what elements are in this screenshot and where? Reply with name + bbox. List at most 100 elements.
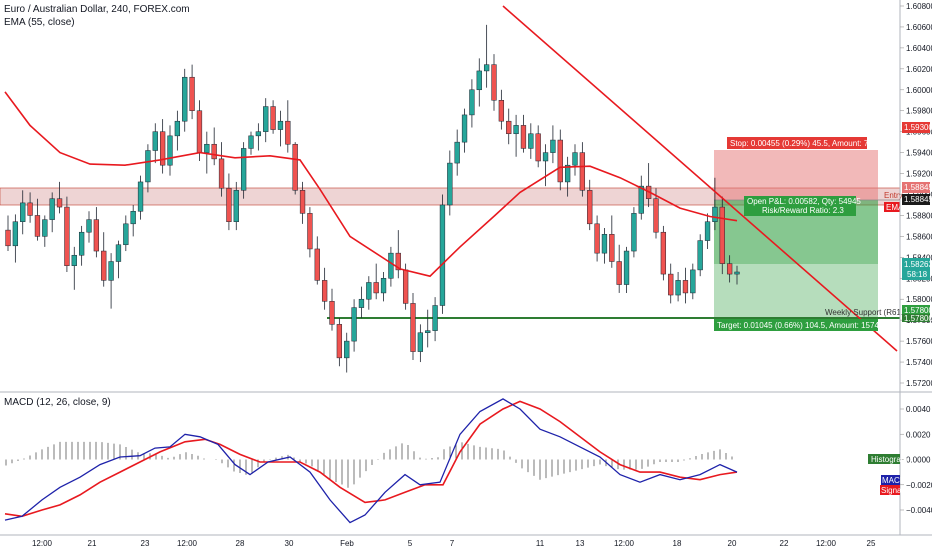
macd-tick-label: 0.0020 (906, 430, 931, 439)
time-axis[interactable]: 12:00 21 23 12:00 28 30 Feb 5 7 11 13 12:00 18 20 22 12… (0, 534, 932, 548)
candle-body (461, 114, 468, 143)
candle-body (550, 139, 556, 153)
stop-price-text: 1.59300 (904, 123, 932, 132)
price-tick-label: 1.58800 (906, 211, 932, 220)
candle-body (130, 211, 136, 225)
candle-body (226, 187, 232, 222)
candle-body (218, 158, 225, 189)
candle-body (20, 202, 26, 222)
time-tick-label: 12:00 (32, 539, 53, 548)
candle-body (255, 131, 262, 137)
time-tick-label: Feb (340, 539, 354, 548)
candle-body (425, 330, 431, 333)
entry-price-text: 1.58845 (904, 183, 932, 192)
price-axis[interactable]: 1.60800 1.60600 1.60400 1.60200 1.60000 1.598… (899, 0, 932, 392)
stop-price-tag (902, 122, 930, 133)
candle-body (638, 185, 644, 214)
candle-body (447, 162, 453, 206)
price-tick-label: 1.60200 (906, 65, 932, 74)
candle-body (182, 76, 188, 122)
macd-tick-label: −0.0020 (906, 481, 932, 490)
price-tick-label: 1.60400 (906, 44, 932, 53)
candle-body (344, 340, 350, 359)
time-tick-label: 23 (141, 539, 150, 548)
candle-body (476, 70, 482, 91)
time-tick-label: 13 (576, 539, 585, 548)
candle-body (101, 250, 107, 281)
signal-tag-box (880, 485, 900, 495)
price-tick-label: 1.57400 (906, 358, 932, 367)
time-tick-label: 25 (867, 539, 876, 548)
macd-line (4, 398, 738, 524)
symbol-title[interactable]: Euro / Australian Dollar, 240, FOREX.com (4, 4, 190, 15)
candle-body (609, 234, 615, 262)
candle-body (64, 206, 70, 266)
candle-body (123, 223, 129, 246)
candle-body (167, 135, 173, 166)
candle-body (71, 254, 77, 266)
candle-body (204, 143, 210, 153)
candle-body (579, 152, 586, 191)
candle-body (248, 135, 254, 149)
candle-body (240, 148, 247, 191)
candle-body (388, 252, 394, 279)
price-tick-label: 1.57600 (906, 337, 932, 346)
candle-body (631, 213, 637, 252)
countdown-text: 58:18 (907, 270, 928, 279)
candle-body (211, 143, 217, 160)
ema-tag: EMA (886, 203, 904, 212)
price-tick-label: 1.58000 (906, 295, 932, 304)
candle-body (270, 106, 276, 130)
time-tick-label: 11 (536, 539, 545, 548)
price-tick-label: 1.60000 (906, 86, 932, 95)
candle-body (623, 250, 630, 285)
candle-body (93, 219, 100, 252)
target-label-box (714, 319, 878, 331)
candle-body (410, 303, 416, 352)
candle-body (263, 106, 269, 132)
candle-body (358, 298, 365, 308)
time-tick-label: 18 (673, 539, 682, 548)
candle-body (174, 120, 181, 137)
macd-indicator-label[interactable]: MACD (12, 26, close, 9) (4, 397, 111, 408)
entry-price-tag (902, 182, 930, 193)
trendline[interactable] (502, 5, 898, 352)
histogram-tag: Histogram (871, 455, 908, 464)
macd-pane[interactable] (4, 398, 738, 524)
current-price-text: 1.58263 (904, 260, 932, 269)
candle-body (307, 213, 313, 250)
candle-body (712, 206, 718, 222)
target-price-text: 1.57800 (904, 306, 932, 315)
target-price-tag (902, 305, 930, 316)
candle-body (682, 280, 689, 294)
candle-body (616, 261, 622, 285)
stop-label-box (727, 137, 867, 149)
time-tick-label: 22 (780, 539, 789, 548)
ema-indicator-label[interactable]: EMA (55, close) (4, 17, 75, 28)
stop-label: Stop: 0.00455 (0.29%) 45.5, Amount: 750 (730, 139, 878, 148)
time-tick-label: 12:00 (816, 539, 837, 548)
macd-tick-label: 0.0000 (906, 456, 931, 465)
candle-body (12, 221, 19, 247)
candle-body (572, 152, 578, 166)
candle-body (601, 234, 608, 254)
candle-body (417, 332, 424, 352)
macd-axis[interactable]: 0.0040 0.0020 0.0000 −0.0020 −0.0040 Histogr… (868, 392, 932, 535)
stop-zone (714, 150, 878, 200)
candle-body (506, 120, 512, 135)
macd-tag-box (881, 475, 900, 485)
candle-body (668, 273, 674, 296)
candle-body (432, 305, 438, 331)
price-pane[interactable]: Stop: 0.00455 (0.29%) 45.5, Amount: 750 … (0, 5, 918, 373)
entry-label: Entry (884, 191, 903, 200)
time-axis-ticks: 12:00 21 23 12:00 28 30 Feb 5 7 11 13 12:00 18 20 22 12… (32, 539, 876, 548)
signal-line (4, 400, 738, 518)
candle-body (196, 110, 203, 153)
candle-body (336, 324, 343, 359)
candle-body (277, 120, 284, 130)
candle-body (653, 198, 659, 233)
price-tick-label: 1.60800 (906, 2, 932, 11)
candle-body (5, 229, 11, 247)
candle-body (285, 120, 291, 145)
